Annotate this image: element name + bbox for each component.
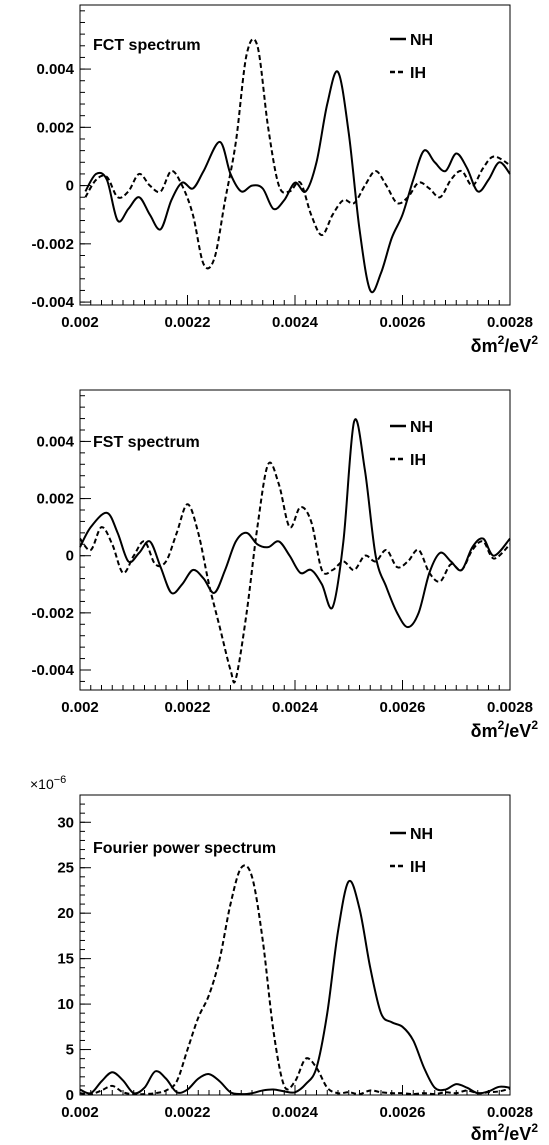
legend: NH IH [390, 419, 433, 469]
x-tick-label: 0.002 [61, 699, 99, 716]
x-axis-label: δm2/eV2 [471, 333, 539, 356]
series-line-nh [79, 418, 511, 629]
y-scale-factor: ×10−6 [30, 774, 66, 792]
y-tick-label: 0.004 [36, 61, 74, 78]
chart-title: Fourier power spectrum [93, 840, 276, 857]
x-tick-label: 0.0026 [380, 314, 426, 331]
x-tick-label: 0.002 [61, 314, 99, 331]
y-tick-label: 20 [57, 905, 74, 922]
fct-chart: 0.002 0.0022 0.0024 0.0026 0.0028 -0.004 -0.00… [31, 4, 539, 356]
x-tick-label: 0.0022 [165, 1104, 211, 1121]
y-tick-label: -0.002 [31, 236, 74, 253]
fst-chart: 0.002 0.0022 0.0024 0.0026 0.0028 -0.004 -0.00… [31, 389, 539, 741]
power-chart: ×10−6 0.002 0.0022 0.0024 0.0026 0.0028 0 5 10 1… [30, 774, 539, 1144]
series-line-ih [79, 864, 511, 1096]
x-tick-label: 0.0024 [272, 699, 319, 716]
y-tick-label: 0.002 [36, 119, 74, 136]
x-tick-label: 0.0026 [380, 1104, 426, 1121]
y-tick-label: -0.004 [31, 294, 74, 311]
x-tick-label: 0.0024 [272, 1104, 319, 1121]
x-tick-label: 0.0028 [487, 699, 533, 716]
legend: NH IH [390, 32, 433, 82]
x-tick-label: 0.0026 [380, 699, 426, 716]
chart-title: FCT spectrum [93, 37, 201, 54]
series-line-ih [84, 37, 511, 270]
legend-label-nh: NH [410, 32, 433, 49]
y-tick-label: 0 [66, 548, 74, 565]
chart-title: FST spectrum [93, 434, 200, 451]
y-tick-label: 25 [57, 860, 74, 877]
y-tick-label: -0.002 [31, 605, 74, 622]
series-line-nh [79, 879, 511, 1096]
y-tick-label: 0 [66, 1087, 74, 1104]
y-tick-label: -0.004 [31, 662, 74, 679]
y-tick-label: 5 [66, 1042, 74, 1059]
x-tick-label: 0.0028 [487, 314, 533, 331]
legend: NH IH [390, 826, 433, 876]
legend-label-ih: IH [410, 859, 426, 876]
y-tick-label: 0.004 [36, 433, 74, 450]
y-tick-label: 0 [66, 178, 74, 195]
series-line-nh [84, 70, 511, 294]
x-tick-label: 0.0022 [165, 699, 211, 716]
x-tick-label: 0.002 [61, 1104, 99, 1121]
legend-label-nh: NH [410, 419, 433, 436]
legend-label-ih: IH [410, 65, 426, 82]
series-line-ih [79, 461, 511, 684]
x-tick-label: 0.0028 [487, 1104, 533, 1121]
y-tick-label: 0.002 [36, 491, 74, 508]
y-tick-label: 15 [57, 951, 74, 968]
y-tick-label: 30 [57, 814, 74, 831]
y-tick-label: 10 [57, 996, 74, 1013]
x-axis-label: δm2/eV2 [471, 1121, 539, 1144]
legend-label-ih: IH [410, 452, 426, 469]
legend-label-nh: NH [410, 826, 433, 843]
x-tick-label: 0.0022 [165, 314, 211, 331]
x-axis-label: δm2/eV2 [471, 718, 539, 741]
x-tick-label: 0.0024 [272, 314, 319, 331]
